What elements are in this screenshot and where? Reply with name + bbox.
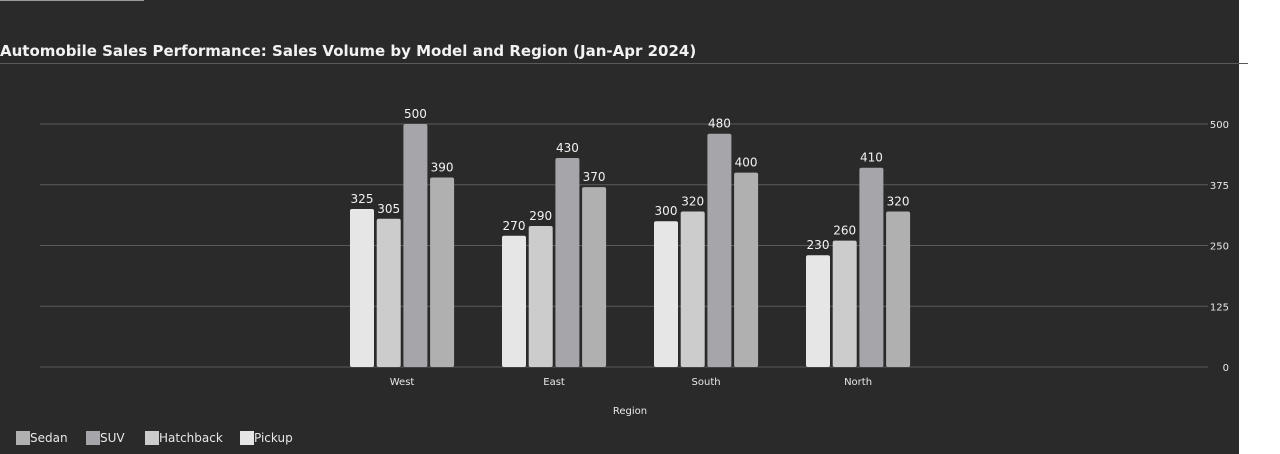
data-label-south-sedan: 400 (735, 156, 758, 170)
data-label-east-suv: 430 (556, 141, 579, 155)
bar-west-hatchback (376, 218, 401, 367)
data-label-north-pickup: 230 (807, 238, 830, 252)
bar-south-pickup (654, 221, 678, 367)
legend-label-suv: SUV (100, 431, 125, 445)
y-tick-label-0: 0 (1223, 363, 1229, 374)
bar-south-hatchback (680, 211, 705, 367)
data-label-south-suv: 480 (708, 117, 731, 131)
bar-north-suv (859, 167, 884, 367)
legend-label-hatchback: Hatchback (159, 431, 223, 445)
bar-north-hatchback (832, 240, 857, 367)
legend-label-pickup: Pickup (254, 431, 293, 445)
legend-label-sedan: Sedan (30, 431, 68, 445)
y-tick-label-375: 375 (1210, 181, 1229, 192)
data-label-south-pickup: 300 (655, 204, 678, 218)
top-tab-line (0, 0, 144, 1)
x-tick-label-north: North (844, 377, 872, 388)
bar-north-pickup (806, 255, 830, 367)
data-label-north-hatchback: 260 (833, 224, 856, 238)
data-label-east-sedan: 370 (583, 170, 606, 184)
bar-east-pickup (502, 235, 526, 367)
y-tick-label-250: 250 (1210, 242, 1229, 253)
data-label-east-hatchback: 290 (529, 209, 552, 223)
data-label-west-hatchback: 305 (377, 202, 400, 216)
legend-swatch-hatchback (145, 431, 159, 445)
data-label-west-pickup: 325 (351, 192, 374, 206)
bar-east-suv (555, 158, 580, 367)
x-tick-label-south: South (692, 377, 721, 388)
bar-east-hatchback (528, 226, 553, 367)
chart-panel: Automobile Sales Performance: Sales Volu… (0, 0, 1248, 454)
y-tick-label-500: 500 (1210, 120, 1229, 131)
data-label-south-hatchback: 320 (681, 194, 704, 208)
data-label-north-suv: 410 (860, 151, 883, 165)
bar-west-suv (403, 124, 428, 367)
bar-west-sedan (430, 177, 455, 367)
legend-swatch-suv (86, 431, 100, 445)
bar-east-sedan (582, 187, 607, 367)
x-tick-label-west: West (390, 377, 415, 388)
data-label-east-pickup: 270 (503, 219, 526, 233)
chart-title: Automobile Sales Performance: Sales Volu… (0, 42, 697, 60)
title-divider (0, 63, 1239, 64)
bar-south-sedan (734, 172, 759, 367)
x-axis-label: Region (613, 406, 647, 417)
bar-west-pickup (350, 209, 374, 367)
data-label-west-sedan: 390 (431, 160, 454, 174)
data-label-north-sedan: 320 (887, 194, 910, 208)
bar-south-suv (707, 133, 732, 367)
x-tick-label-east: East (543, 377, 565, 388)
legend-swatch-sedan (16, 431, 30, 445)
bar-north-sedan (886, 211, 911, 367)
y-tick-label-125: 125 (1210, 302, 1229, 313)
side-tick (1239, 63, 1248, 64)
legend-swatch-pickup (240, 431, 254, 445)
data-label-west-suv: 500 (404, 107, 427, 121)
